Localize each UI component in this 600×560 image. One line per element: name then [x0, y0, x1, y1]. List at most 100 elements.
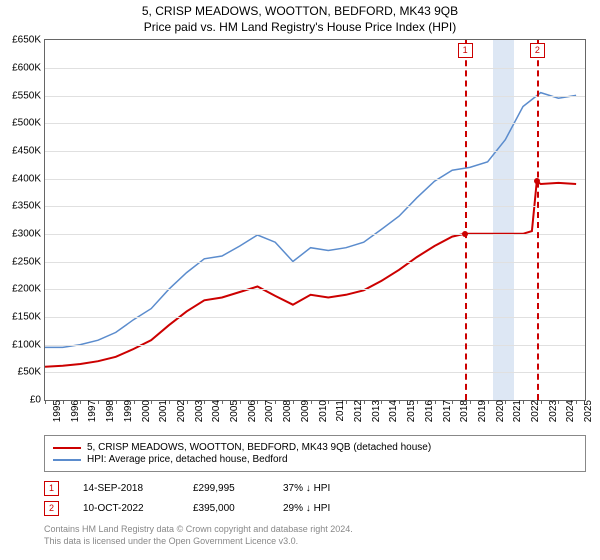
x-tick-mark: [558, 400, 559, 404]
x-tick-label: 2022: [526, 400, 541, 422]
transaction-hpi-diff: 37% ↓ HPI: [283, 483, 403, 494]
transaction-hpi-diff: 29% ↓ HPI: [283, 503, 403, 514]
footer-line-2: This data is licensed under the Open Gov…: [44, 536, 586, 548]
transaction-price: £395,000: [193, 503, 283, 514]
x-tick-label: 2005: [225, 400, 240, 422]
x-tick-mark: [417, 400, 418, 404]
x-tick-mark: [257, 400, 258, 404]
y-tick-label: £450K: [12, 145, 45, 156]
x-tick-mark: [98, 400, 99, 404]
x-tick-mark: [45, 400, 46, 404]
legend-item: HPI: Average price, detached house, Bedf…: [53, 454, 577, 465]
legend-swatch: [53, 459, 81, 461]
y-tick-label: £500K: [12, 118, 45, 129]
transaction-index-box: 2: [44, 501, 59, 516]
transaction-index-box: 1: [44, 481, 59, 496]
gridline: [45, 234, 585, 235]
x-tick-label: 2008: [278, 400, 293, 422]
legend-item: 5, CRISP MEADOWS, WOOTTON, BEDFORD, MK43…: [53, 442, 577, 453]
transactions-table: 1 14-SEP-2018£299,99537% ↓ HPI 2 10-OCT-202…: [44, 478, 586, 518]
marker-dot: [462, 231, 468, 237]
x-tick-mark: [134, 400, 135, 404]
x-tick-label: 2016: [420, 400, 435, 422]
x-tick-mark: [364, 400, 365, 404]
x-tick-mark: [169, 400, 170, 404]
footer-attribution: Contains HM Land Registry data © Crown c…: [44, 524, 586, 547]
gridline: [45, 345, 585, 346]
x-tick-label: 2017: [438, 400, 453, 422]
gridline: [45, 206, 585, 207]
x-tick-label: 2003: [190, 400, 205, 422]
plot-area: £0£50K£100K£150K£200K£250K£300K£350K£400…: [44, 39, 586, 401]
x-tick-mark: [505, 400, 506, 404]
x-tick-mark: [541, 400, 542, 404]
x-tick-label: 2004: [207, 400, 222, 422]
y-tick-label: £600K: [12, 62, 45, 73]
x-tick-label: 1997: [83, 400, 98, 422]
x-tick-label: 1996: [66, 400, 81, 422]
legend-box: 5, CRISP MEADOWS, WOOTTON, BEDFORD, MK43…: [44, 435, 586, 472]
x-tick-mark: [328, 400, 329, 404]
series-hpi: [45, 93, 576, 348]
marker-refline: [465, 40, 467, 400]
legend-swatch: [53, 447, 81, 449]
series-price_paid: [45, 181, 576, 367]
x-tick-label: 2025: [579, 400, 594, 422]
y-tick-label: £0: [30, 395, 45, 406]
x-tick-mark: [151, 400, 152, 404]
x-tick-mark: [435, 400, 436, 404]
x-tick-label: 1999: [119, 400, 134, 422]
x-tick-label: 2014: [384, 400, 399, 422]
y-tick-label: £50K: [18, 367, 45, 378]
transaction-row: 2 10-OCT-2022£395,00029% ↓ HPI: [44, 498, 586, 518]
x-tick-mark: [381, 400, 382, 404]
x-tick-label: 2001: [154, 400, 169, 422]
x-tick-mark: [240, 400, 241, 404]
x-tick-mark: [523, 400, 524, 404]
chart-title-address: 5, CRISP MEADOWS, WOOTTON, BEDFORD, MK43…: [0, 0, 600, 20]
x-tick-label: 2021: [508, 400, 523, 422]
x-tick-label: 2012: [349, 400, 364, 422]
x-tick-label: 2018: [455, 400, 470, 422]
transaction-date: 14-SEP-2018: [83, 483, 193, 494]
x-tick-mark: [470, 400, 471, 404]
y-tick-label: £400K: [12, 173, 45, 184]
x-tick-mark: [452, 400, 453, 404]
x-tick-label: 2023: [544, 400, 559, 422]
gridline: [45, 96, 585, 97]
gridline: [45, 68, 585, 69]
gridline: [45, 151, 585, 152]
x-tick-mark: [399, 400, 400, 404]
x-tick-label: 1995: [48, 400, 63, 422]
x-tick-label: 2013: [367, 400, 382, 422]
marker-label-box: 2: [530, 43, 545, 58]
x-tick-label: 2002: [172, 400, 187, 422]
x-tick-label: 2007: [260, 400, 275, 422]
transaction-date: 10-OCT-2022: [83, 503, 193, 514]
marker-dot: [534, 178, 540, 184]
gridline: [45, 317, 585, 318]
y-tick-label: £150K: [12, 312, 45, 323]
gridline: [45, 262, 585, 263]
x-tick-label: 2020: [491, 400, 506, 422]
x-tick-label: 2009: [296, 400, 311, 422]
x-tick-label: 2000: [137, 400, 152, 422]
x-tick-mark: [204, 400, 205, 404]
x-tick-mark: [187, 400, 188, 404]
marker-label-box: 1: [458, 43, 473, 58]
x-tick-label: 2011: [331, 400, 346, 422]
x-tick-label: 2010: [314, 400, 329, 422]
y-tick-label: £100K: [12, 339, 45, 350]
x-tick-label: 1998: [101, 400, 116, 422]
x-tick-label: 2019: [473, 400, 488, 422]
line-series-svg: [45, 40, 585, 400]
x-tick-label: 2006: [243, 400, 258, 422]
y-tick-label: £550K: [12, 90, 45, 101]
x-tick-mark: [116, 400, 117, 404]
x-tick-mark: [63, 400, 64, 404]
transaction-price: £299,995: [193, 483, 283, 494]
x-tick-mark: [222, 400, 223, 404]
y-tick-label: £250K: [12, 256, 45, 267]
transaction-row: 1 14-SEP-2018£299,99537% ↓ HPI: [44, 478, 586, 498]
x-tick-mark: [80, 400, 81, 404]
